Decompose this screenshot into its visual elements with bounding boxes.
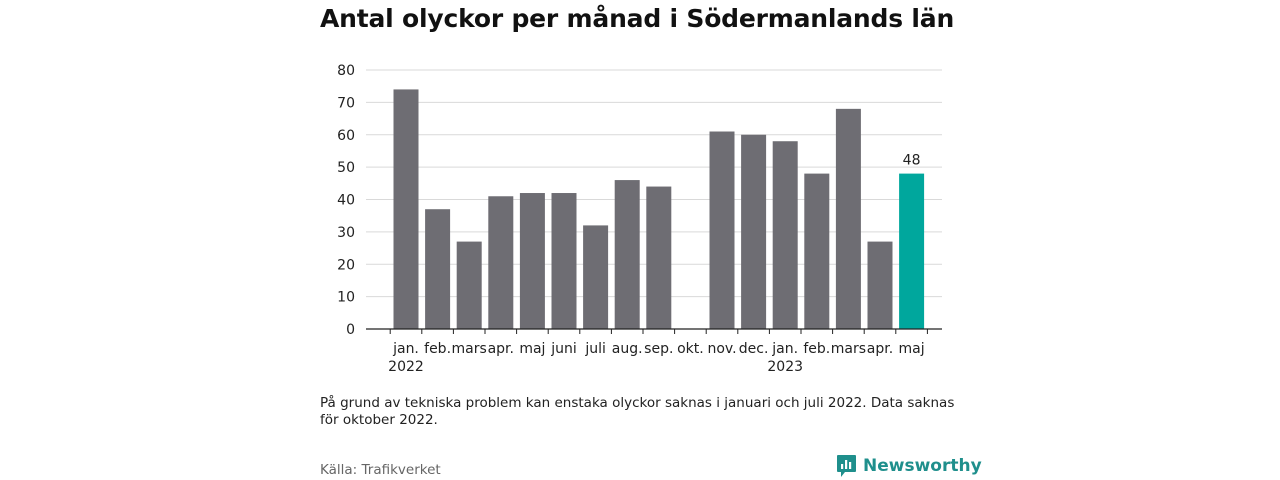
- bar-15: [867, 241, 893, 329]
- y-tick-label: 40: [337, 193, 355, 209]
- bars: [393, 89, 925, 329]
- bar-12: [772, 141, 798, 329]
- x-tick-label: apr.: [867, 341, 893, 357]
- bar-8: [646, 186, 672, 329]
- bar-5: [551, 193, 577, 329]
- x-axis-tick-labels: jan. feb. mars apr. maj juni juli aug. sep. okt. n…: [388, 341, 924, 375]
- x-tick-label: juli: [584, 341, 606, 357]
- x-tick-label: jan.: [392, 341, 419, 357]
- chart-note: På grund av tekniska problem kan enstaka…: [320, 395, 955, 428]
- bar-7: [614, 180, 640, 329]
- x-tick-label: mars: [831, 341, 866, 357]
- y-tick-label: 60: [337, 128, 355, 144]
- x-tick-label: sep.: [644, 341, 673, 357]
- x-tick-label: apr.: [488, 341, 514, 357]
- bar-14: [835, 108, 861, 329]
- chart-bubble-icon: [837, 455, 856, 477]
- x-tick-label: okt.: [677, 341, 704, 357]
- bar-11: [741, 134, 767, 329]
- y-axis-tick-labels: 0 10 20 30 40 50 60 70 80: [337, 63, 355, 338]
- y-tick-label: 0: [346, 322, 355, 338]
- x-tick-label: aug.: [612, 341, 643, 357]
- x-tick-label: maj: [519, 341, 545, 357]
- y-tick-label: 30: [337, 225, 355, 241]
- y-tick-label: 10: [337, 290, 355, 306]
- x-tick-label: jan.: [771, 341, 798, 357]
- x-tick-label: feb.: [803, 341, 830, 357]
- x-tick-label: dec.: [739, 341, 769, 357]
- bar-1: [425, 209, 451, 329]
- y-tick-label: 50: [337, 160, 355, 176]
- y-tick-label: 80: [337, 63, 355, 79]
- x-tick-label: feb.: [424, 341, 451, 357]
- x-tick-label: mars: [452, 341, 487, 357]
- bar-4: [519, 193, 545, 329]
- data-label: 48: [903, 153, 921, 169]
- data-labels: 48: [903, 153, 921, 169]
- y-tick-label: 70: [337, 95, 355, 111]
- source-label: Källa: Trafikverket: [320, 462, 441, 478]
- bar-13: [804, 173, 830, 329]
- x-tick-label: maj: [899, 341, 925, 357]
- x-axis: [366, 328, 942, 334]
- bar-10: [709, 131, 735, 329]
- bar-6: [583, 225, 609, 329]
- bar-3: [488, 196, 514, 329]
- bar-16: [899, 173, 925, 329]
- y-tick-label: 20: [337, 257, 355, 273]
- newsworthy-logo[interactable]: Newsworthy: [836, 454, 982, 478]
- year-label: 2022: [388, 359, 424, 375]
- bar-2: [456, 241, 482, 329]
- chart-title: Antal olyckor per månad i Södermanlands …: [320, 4, 955, 33]
- year-label: 2023: [767, 359, 803, 375]
- bar-0: [393, 89, 419, 329]
- x-tick-label: nov.: [707, 341, 736, 357]
- brand-name: Newsworthy: [863, 456, 982, 476]
- x-tick-label: juni: [550, 341, 577, 357]
